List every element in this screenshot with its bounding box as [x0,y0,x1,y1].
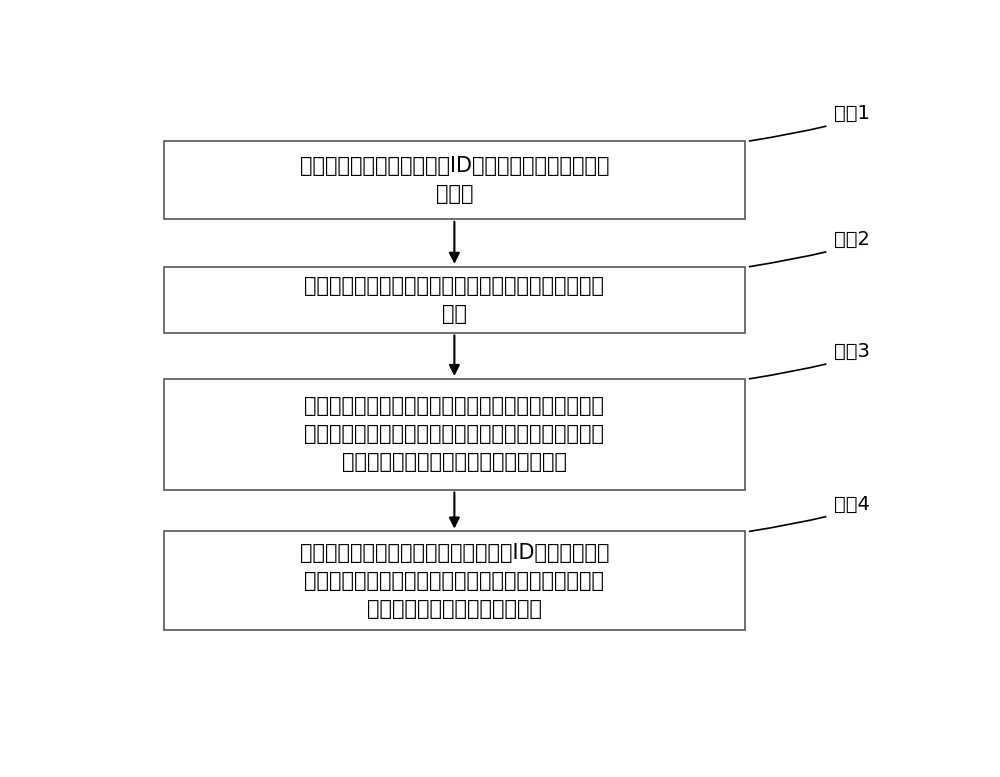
Text: 步骤4: 步骤4 [834,494,870,514]
Text: 步骤2: 步骤2 [834,230,870,249]
Text: 步骤3: 步骤3 [834,342,870,361]
Bar [164,531,745,630]
Text: 服务器为接收到的溯源二维码图像分配ID号、使其与防
伪二维码建立关联绑定关系，并且还设定防伪二维码与
可变字符码之间的关联绑定关系: 服务器为接收到的溯源二维码图像分配ID号、使其与防 伪二维码建立关联绑定关系，并… [300,543,609,618]
Bar [164,379,745,490]
Text: 步骤1: 步骤1 [834,104,870,123]
Text: 客户端输入可变字符码，并设置其与防伪二维码之间的
位置: 客户端输入可变字符码，并设置其与防伪二维码之间的 位置 [304,276,604,324]
Text: 客户端根据所输入的二维码ID号或防伪信息以生成防伪
二维码: 客户端根据所输入的二维码ID号或防伪信息以生成防伪 二维码 [300,156,609,204]
Bar [164,267,745,333]
Bar [164,141,745,219]
Text: 客户端设定銀浆标识层中标识图像的样式，并将其设置
在防伪二维码表面，以生成溯源二维码图样，并与防伪
二维码以及可变字符码共同上传至服务器: 客户端设定銀浆标识层中标识图像的样式，并将其设置 在防伪二维码表面，以生成溯源二… [304,396,604,472]
